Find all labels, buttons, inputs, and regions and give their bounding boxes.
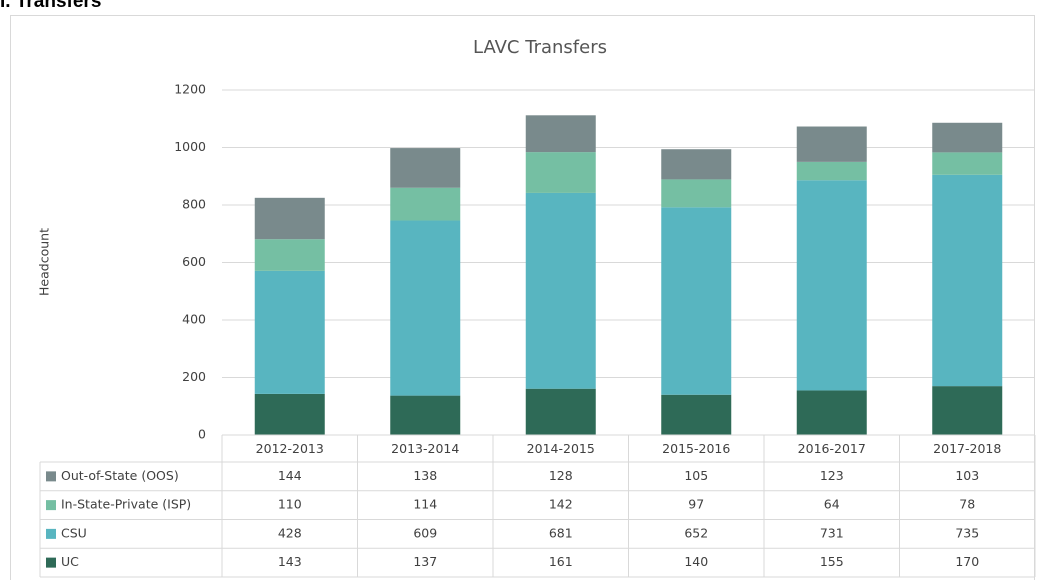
bar-segment	[796, 390, 867, 435]
bar-segment	[254, 197, 325, 240]
table-value: 142	[549, 497, 573, 512]
bar-segment	[932, 386, 1003, 435]
bar-segment	[525, 152, 596, 193]
legend-label: CSU	[61, 525, 87, 540]
table-value: 170	[955, 554, 979, 569]
chart-border	[10, 15, 1035, 580]
table-value: 78	[959, 497, 975, 512]
y-tick-label: 200	[182, 369, 206, 384]
bar-segment	[661, 207, 732, 395]
bar-segment	[932, 174, 1003, 387]
legend-label: Out-of-State (OOS)	[61, 468, 179, 483]
x-tick-label: 2013-2014	[391, 441, 459, 456]
bar-segment	[254, 393, 325, 435]
table-value: 64	[824, 497, 840, 512]
bar-segment	[525, 192, 596, 389]
table-value: 128	[549, 468, 573, 483]
bar-segment	[390, 187, 461, 221]
table-value: 144	[278, 468, 302, 483]
table-value: 103	[955, 468, 979, 483]
table-value: 735	[955, 525, 979, 540]
legend-key	[46, 528, 56, 539]
table-value: 155	[820, 554, 844, 569]
legend-label: UC	[61, 554, 79, 569]
table-value: 161	[549, 554, 573, 569]
x-tick-label: 2016-2017	[798, 441, 866, 456]
legend-label: In-State-Private (ISP)	[61, 497, 191, 512]
bar-segment	[661, 179, 732, 208]
bar-segment	[796, 161, 867, 181]
table-value: 114	[413, 497, 437, 512]
bar-segment	[932, 122, 1003, 153]
y-tick-label: 800	[182, 197, 206, 212]
y-tick-label: 1000	[174, 139, 206, 154]
bar-segment	[254, 239, 325, 271]
table-value: 609	[413, 525, 437, 540]
x-tick-label: 2014-2015	[527, 441, 595, 456]
x-tick-label: 2012-2013	[256, 441, 324, 456]
bar-segment	[525, 388, 596, 435]
heading: I. Transfers	[0, 0, 101, 12]
legend-key	[46, 557, 56, 568]
bar-segment	[390, 395, 461, 435]
table-value: 137	[413, 554, 437, 569]
table-value: 681	[549, 525, 573, 540]
y-axis-label: Headcount	[37, 228, 52, 296]
table-value: 143	[278, 554, 302, 569]
y-tick-label: 1200	[174, 82, 206, 97]
table-value: 123	[820, 468, 844, 483]
bar-segment	[932, 152, 1003, 175]
bar-segment	[525, 115, 596, 153]
y-tick-label: 400	[182, 312, 206, 327]
bar-segment	[661, 394, 732, 435]
legend-key	[46, 500, 56, 511]
bar-segment	[661, 149, 732, 180]
table-value: 140	[684, 554, 708, 569]
table-value: 652	[684, 525, 708, 540]
bar-segment	[254, 270, 325, 394]
table-value: 138	[413, 468, 437, 483]
table-value: 428	[278, 525, 302, 540]
bar-segment	[796, 180, 867, 391]
table-value: 105	[684, 468, 708, 483]
bar-segment	[390, 220, 461, 396]
y-tick-label: 600	[182, 254, 206, 269]
table-value: 110	[278, 497, 302, 512]
x-tick-label: 2015-2016	[662, 441, 730, 456]
y-tick-label: 0	[198, 427, 206, 442]
bar-segment	[796, 126, 867, 162]
table-value: 731	[820, 525, 844, 540]
x-tick-label: 2017-2018	[933, 441, 1001, 456]
table-value: 97	[688, 497, 704, 512]
chart-title: LAVC Transfers	[473, 37, 607, 58]
bar-segment	[390, 148, 461, 188]
legend-key	[46, 471, 56, 482]
